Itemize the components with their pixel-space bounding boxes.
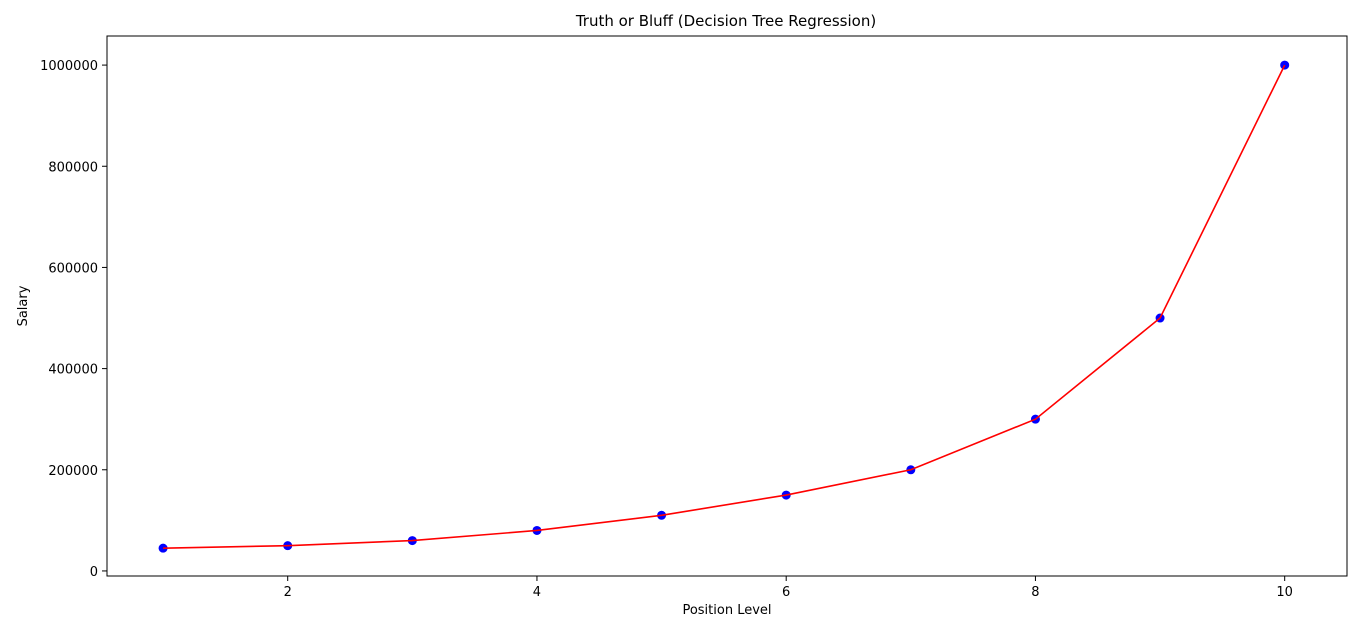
chart-title: Truth or Bluff (Decision Tree Regression… [575, 12, 876, 30]
x-tick-label: 4 [533, 585, 541, 600]
x-tick-label: 2 [284, 585, 292, 600]
x-axis-label: Position Level [682, 603, 771, 618]
y-tick-label: 0 [90, 565, 98, 580]
y-tick-label: 600000 [48, 261, 98, 276]
plot-frame [106, 35, 1348, 577]
scatter-series [158, 60, 1290, 553]
regression-line-series [163, 64, 1286, 549]
x-axis: 2 4 6 8 10 [284, 576, 1293, 600]
y-tick-label: 800000 [48, 160, 98, 175]
x-tick-label: 8 [1031, 585, 1039, 600]
y-tick-label: 200000 [48, 464, 98, 479]
y-axis: 0 200000 400000 600000 800000 1000000 [40, 59, 107, 580]
y-tick-label: 400000 [48, 363, 98, 378]
y-tick-label: 1000000 [40, 59, 98, 74]
regression-line [163, 64, 1286, 549]
x-tick-label: 6 [782, 585, 790, 600]
y-axis-label: Salary [16, 285, 31, 326]
x-tick-label: 10 [1276, 585, 1293, 600]
